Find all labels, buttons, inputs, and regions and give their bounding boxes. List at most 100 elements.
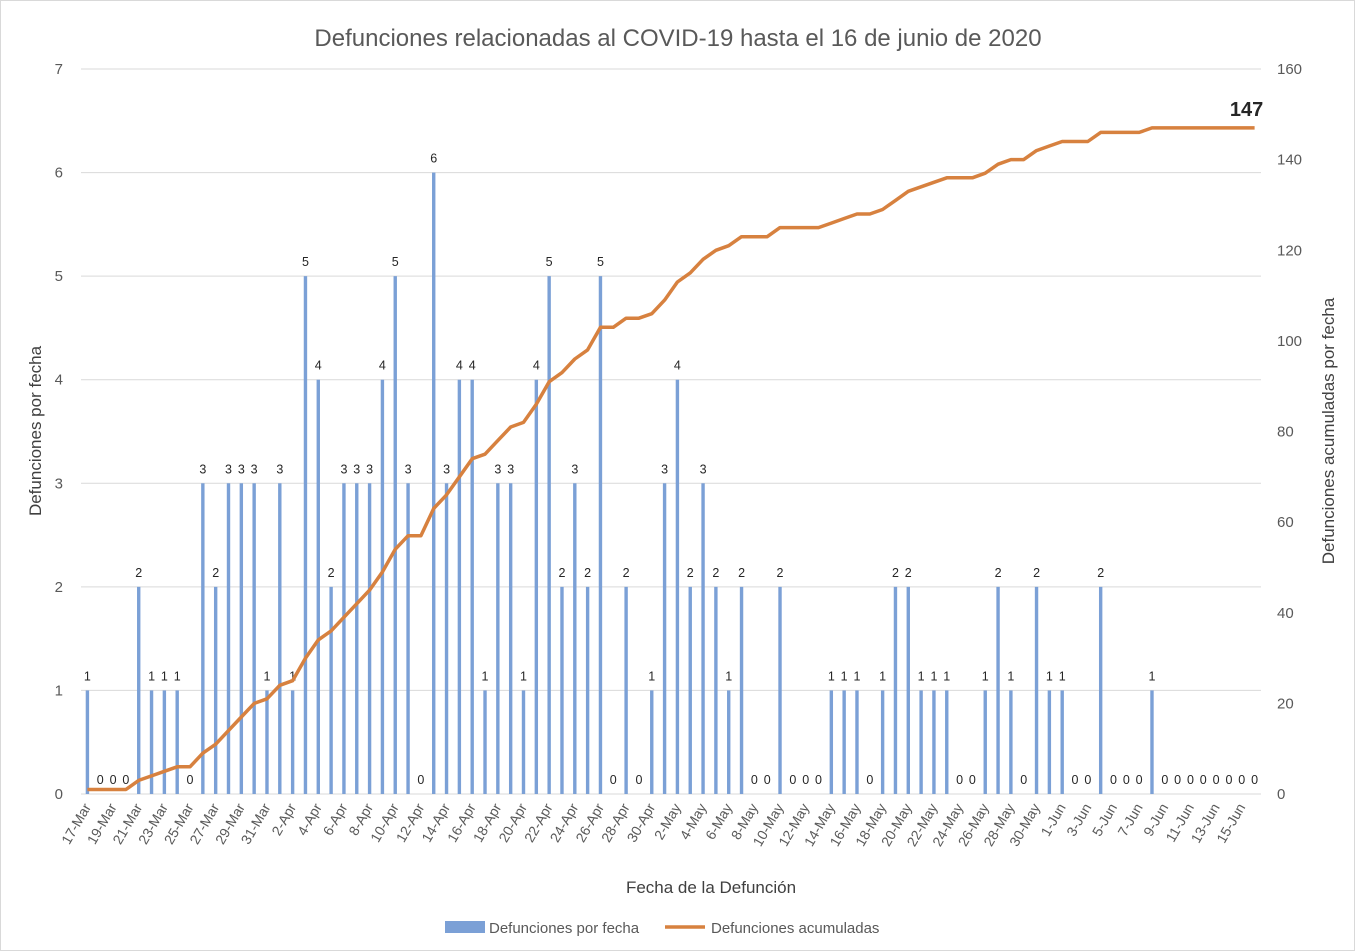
bar <box>432 172 436 795</box>
bar-value-label: 3 <box>276 462 283 476</box>
bar-value-label: 1 <box>828 669 835 683</box>
bar-value-label: 1 <box>879 669 886 683</box>
bar-value-label: 3 <box>199 462 206 476</box>
bar-value-label: 0 <box>1213 773 1220 787</box>
bar-value-label: 2 <box>1033 566 1040 580</box>
legend: Defunciones por fecha Defunciones acumul… <box>445 920 879 937</box>
bar-value-label: 0 <box>1020 773 1027 787</box>
bar <box>380 379 385 794</box>
right-axis-ticks: 0 20 40 60 80 100 120 140 160 <box>1277 61 1302 803</box>
bar <box>701 483 705 794</box>
bar <box>996 586 1000 794</box>
bar-value-label: 2 <box>584 566 591 580</box>
bar <box>367 483 372 794</box>
bar-value-label: 1 <box>1149 669 1156 683</box>
y2-tick-label: 140 <box>1277 152 1302 169</box>
bar-value-label: 3 <box>238 462 245 476</box>
gridlines <box>81 68 1261 795</box>
bar-value-label: 0 <box>1161 773 1168 787</box>
bar-value-label: 2 <box>212 566 219 580</box>
bar <box>675 379 680 794</box>
x-tick-label: 4-Apr <box>294 800 325 838</box>
bar-value-label: 5 <box>597 255 604 269</box>
bar-value-label: 4 <box>379 359 386 373</box>
legend-label-bars: Defunciones por fecha <box>489 920 640 937</box>
bar-value-label: 0 <box>610 773 617 787</box>
bar <box>1150 690 1154 794</box>
bar <box>457 379 462 794</box>
bar-value-label: 2 <box>1097 566 1104 580</box>
bar-value-label: 0 <box>815 773 822 787</box>
legend-swatch-bars <box>445 921 485 933</box>
bar-value-label: 2 <box>892 566 899 580</box>
bar-value-label: 3 <box>443 462 450 476</box>
bar-value-label: 5 <box>546 255 553 269</box>
bar-value-label: 1 <box>520 669 527 683</box>
y2-tick-label: 80 <box>1277 424 1294 441</box>
y2-tick-label: 60 <box>1277 514 1294 531</box>
bar-value-label: 0 <box>122 773 129 787</box>
left-axis-ticks: 0 1 2 3 4 5 6 7 <box>55 61 63 803</box>
bar-value-label: 0 <box>1251 773 1258 787</box>
y2-tick-label: 20 <box>1277 695 1294 712</box>
bar-value-label: 0 <box>789 773 796 787</box>
bar <box>829 690 834 794</box>
bar-value-label: 1 <box>1007 669 1014 683</box>
bar-value-label: 0 <box>1187 773 1194 787</box>
bar-value-label: 1 <box>982 669 989 683</box>
bar <box>598 276 603 795</box>
x-tick-label: 7-Jun <box>1114 801 1145 839</box>
legend-label-line: Defunciones acumuladas <box>711 920 879 937</box>
bar-value-label: 4 <box>315 359 322 373</box>
bar-value-label: 0 <box>969 773 976 787</box>
bar-value-label: 0 <box>1084 773 1091 787</box>
bar-value-label: 0 <box>1123 773 1130 787</box>
bar-value-label: 1 <box>725 669 732 683</box>
bar <box>739 586 744 794</box>
bar-value-label: 3 <box>661 462 668 476</box>
bar <box>290 690 295 794</box>
bar-value-label: 1 <box>289 669 296 683</box>
bar-value-label: 0 <box>802 773 809 787</box>
bar <box>1009 690 1013 794</box>
bar <box>585 586 590 794</box>
x-tick-label: 3-Jun <box>1063 801 1094 839</box>
bar-value-label: 0 <box>866 773 873 787</box>
bar-value-label: 2 <box>559 566 566 580</box>
y2-tick-label: 0 <box>1277 786 1285 803</box>
bar-value-label: 0 <box>956 773 963 787</box>
cumulative-line <box>87 126 1255 792</box>
y2-tick-label: 160 <box>1277 61 1302 78</box>
bar-value-label: 0 <box>764 773 771 787</box>
bar <box>1060 690 1064 794</box>
bar <box>508 483 513 794</box>
bar-value-label: 1 <box>918 669 925 683</box>
bar-value-label: 4 <box>533 359 540 373</box>
bar <box>444 483 449 794</box>
bar-value-label: 3 <box>251 462 258 476</box>
bar-value-label: 0 <box>1174 773 1181 787</box>
bar-value-label: 4 <box>456 359 463 373</box>
bar-value-label: 3 <box>700 462 707 476</box>
bar <box>662 483 667 794</box>
bar <box>688 586 692 794</box>
bar-value-label: 0 <box>635 773 642 787</box>
bar-value-label: 2 <box>712 566 719 580</box>
bar <box>521 690 526 794</box>
bar-value-label: 2 <box>777 566 784 580</box>
bar-value-label: 1 <box>1059 669 1066 683</box>
bar <box>175 690 179 794</box>
bar <box>316 379 320 794</box>
bar-value-label: 2 <box>687 566 694 580</box>
bar-value-label: 1 <box>482 669 489 683</box>
bar <box>329 586 333 794</box>
bar <box>945 690 949 794</box>
x-axis-ticks: 17-Mar19-Mar21-Mar23-Mar25-Mar27-Mar29-M… <box>58 800 1248 849</box>
x-axis-title: Fecha de la Defunción <box>626 878 796 897</box>
y-axis-title: Defunciones por fecha <box>26 345 45 516</box>
y-tick-label: 6 <box>55 165 63 182</box>
bar <box>355 483 359 794</box>
bar-value-label: 0 <box>1072 773 1079 787</box>
